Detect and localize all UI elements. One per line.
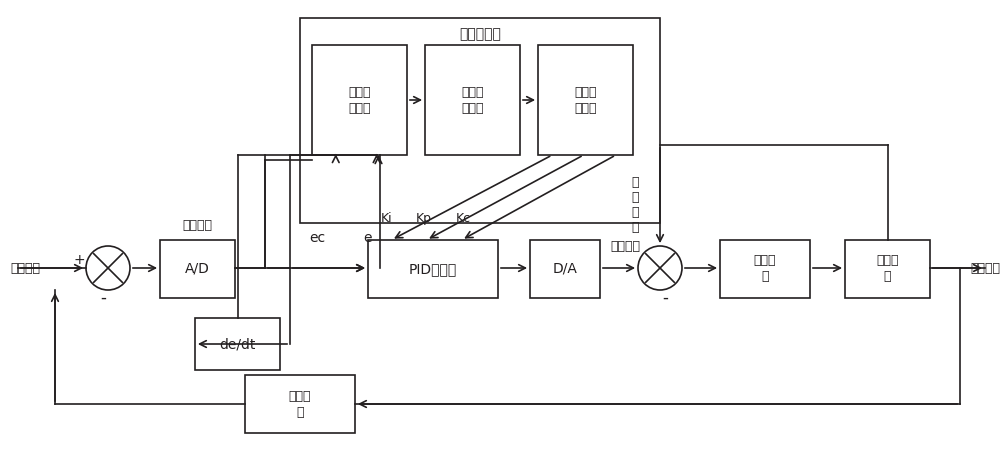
Text: 电
网
扰
动: 电 网 扰 动 [631,176,639,234]
Text: e: e [363,231,372,245]
Bar [720,240,810,298]
Text: 整流装
置: 整流装 置 [754,255,776,283]
Text: Ki: Ki [381,212,392,225]
Bar [195,318,280,370]
Text: 励磁电流: 励磁电流 [610,240,640,252]
Text: +: + [73,253,85,267]
Text: 速度给定: 速度给定 [10,262,40,274]
Text: 速度信号: 速度信号 [182,219,212,232]
Circle shape [638,246,682,290]
Text: 计算控
制变量: 计算控 制变量 [348,85,371,114]
Bar [300,18,660,223]
Text: ec: ec [310,231,326,245]
Bar [425,45,520,155]
Bar [368,240,498,298]
Circle shape [86,246,130,290]
Text: 模糊控制器: 模糊控制器 [459,27,501,41]
Text: 测速装
置: 测速装 置 [289,389,311,418]
Text: 电机速度: 电机速度 [970,262,1000,274]
Bar [160,240,235,298]
Bar [312,45,407,155]
Text: D/A: D/A [553,262,577,276]
Text: Kc: Kc [456,212,471,225]
Bar [538,45,633,155]
Bar [245,375,355,433]
Bar [530,240,600,298]
Text: Kp: Kp [416,212,432,225]
Text: de/dt: de/dt [219,337,256,351]
Text: 电枢装
置: 电枢装 置 [876,255,899,283]
Text: A/D: A/D [185,262,210,276]
Text: -: - [100,289,106,307]
Bar [845,240,930,298]
Text: 模糊控
制规则: 模糊控 制规则 [574,85,597,114]
Text: -: - [662,289,668,307]
Text: 模糊量
化处理: 模糊量 化处理 [461,85,484,114]
Text: PID控制器: PID控制器 [409,262,457,276]
